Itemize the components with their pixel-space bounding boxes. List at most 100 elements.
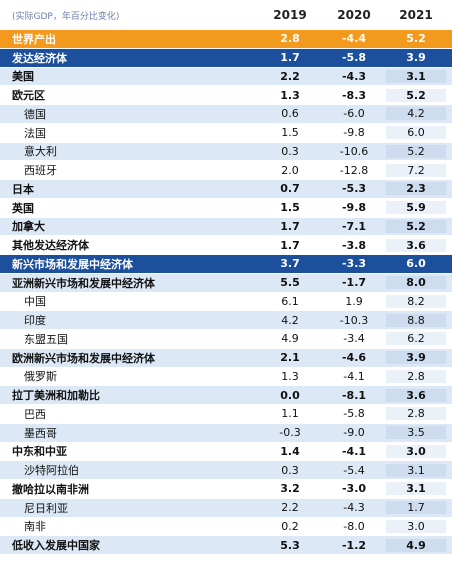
cell-value: 5.2 bbox=[386, 219, 446, 233]
cell-value: -7.1 bbox=[341, 219, 367, 233]
row-label: 中东和中亚 bbox=[12, 445, 67, 459]
cell-value: -4.1 bbox=[341, 444, 367, 458]
row-label: 欧元区 bbox=[12, 89, 45, 103]
cell-value: 1.7 bbox=[280, 51, 300, 65]
table-row: 中东和中亚 1.4 -4.1 3.0 bbox=[0, 442, 452, 462]
cell-value: -3.4 bbox=[343, 332, 365, 346]
table-row: 发达经济体 1.7 -5.8 3.9 bbox=[0, 48, 452, 68]
table-body: 世界产出 2.8 -4.4 5.2 发达经济体 1.7 -5.8 3.9 美国 2.2 -4.3 3.… bbox=[0, 30, 452, 555]
cell-value: -8.0 bbox=[343, 519, 365, 533]
cell-value: -1.7 bbox=[341, 276, 367, 290]
cell-value: 3.0 bbox=[386, 444, 446, 458]
table-row: 其他发达经济体 1.7 -3.8 3.6 bbox=[0, 236, 452, 255]
column-header: 2020 bbox=[337, 8, 371, 22]
table-row: 美国 2.2 -4.3 3.1 bbox=[0, 67, 452, 87]
header-row: (实际GDP，年百分比变化) 2019 2020 2021 bbox=[0, 0, 452, 30]
cell-value: -12.8 bbox=[339, 163, 369, 177]
cell-value: 2.2 bbox=[280, 69, 300, 83]
cell-value: 1.7 bbox=[280, 238, 300, 252]
table-row: 撤哈拉以南非洲 3.2 -3.0 3.1 bbox=[0, 480, 452, 499]
row-label: 沙特阿拉伯 bbox=[24, 464, 79, 478]
row-label: 欧洲新兴市场和发展中经济体 bbox=[12, 351, 155, 365]
table-row: 欧元区 1.3 -8.3 5.2 bbox=[0, 86, 452, 105]
cell-value: 1.5 bbox=[281, 126, 299, 140]
cell-value: 3.1 bbox=[386, 482, 446, 496]
cell-value: 7.2 bbox=[386, 163, 446, 177]
table-row: 南非 0.2 -8.0 3.0 bbox=[0, 517, 452, 537]
cell-value: 0.2 bbox=[281, 519, 299, 533]
cell-value: -0.3 bbox=[279, 426, 301, 440]
cell-value: -4.1 bbox=[343, 369, 365, 383]
cell-value: -5.3 bbox=[341, 182, 367, 196]
cell-value: 5.2 bbox=[386, 88, 446, 102]
cell-value: -10.6 bbox=[339, 144, 369, 158]
cell-value: 1.4 bbox=[280, 444, 300, 458]
cell-value: 0.3 bbox=[281, 144, 299, 158]
cell-value: 5.9 bbox=[386, 201, 446, 215]
cell-value: -4.3 bbox=[341, 69, 367, 83]
table-row: 沙特阿拉伯 0.3 -5.4 3.1 bbox=[0, 461, 452, 480]
cell-value: -4.3 bbox=[343, 501, 365, 515]
table-row: 加拿大 1.7 -7.1 5.2 bbox=[0, 217, 452, 237]
table-row: 英国 1.5 -9.8 5.9 bbox=[0, 198, 452, 218]
row-label: 亚洲新兴市场和发展中经济体 bbox=[12, 276, 155, 290]
cell-value: 6.1 bbox=[281, 294, 299, 308]
cell-value: -3.3 bbox=[341, 257, 367, 271]
cell-value: 4.9 bbox=[386, 538, 446, 552]
cell-value: -10.3 bbox=[339, 313, 369, 327]
cell-value: 4.9 bbox=[281, 332, 299, 346]
cell-value: 5.2 bbox=[386, 144, 446, 158]
cell-value: 5.2 bbox=[406, 32, 426, 46]
cell-value: 2.8 bbox=[386, 369, 446, 383]
cell-value: -9.8 bbox=[343, 126, 365, 140]
cell-value: -5.8 bbox=[341, 51, 367, 65]
cell-value: -4.6 bbox=[341, 351, 367, 365]
cell-value: 1.3 bbox=[281, 369, 299, 383]
cell-value: -9.0 bbox=[343, 426, 365, 440]
cell-value: 3.2 bbox=[280, 482, 300, 496]
cell-value: 3.6 bbox=[386, 238, 446, 252]
table-row: 法国 1.5 -9.8 6.0 bbox=[0, 123, 452, 143]
cell-value: 4.2 bbox=[386, 107, 446, 121]
row-label: 其他发达经济体 bbox=[12, 239, 89, 253]
cell-value: 8.2 bbox=[386, 294, 446, 308]
cell-value: -6.0 bbox=[343, 107, 365, 121]
cell-value: 0.7 bbox=[280, 182, 300, 196]
cell-value: -4.4 bbox=[341, 32, 367, 46]
cell-value: 6.0 bbox=[386, 126, 446, 140]
cell-value: 3.0 bbox=[386, 519, 446, 533]
row-label: 拉丁美洲和加勒比 bbox=[12, 389, 100, 403]
row-label: 低收入发展中国家 bbox=[12, 539, 100, 553]
table-row: 意大利 0.3 -10.6 5.2 bbox=[0, 142, 452, 162]
cell-value: 4.2 bbox=[281, 313, 299, 327]
cell-value: -5.8 bbox=[343, 407, 365, 421]
row-label: 日本 bbox=[12, 182, 34, 196]
cell-value: -1.2 bbox=[341, 538, 367, 552]
cell-value: -5.4 bbox=[343, 463, 365, 477]
cell-value: -9.8 bbox=[341, 201, 367, 215]
row-label: 新兴市场和发展中经济体 bbox=[12, 257, 133, 271]
table-row: 日本 0.7 -5.3 2.3 bbox=[0, 180, 452, 199]
row-label: 印度 bbox=[24, 314, 46, 328]
cell-value: 1.9 bbox=[345, 294, 363, 308]
cell-value: 0.3 bbox=[281, 463, 299, 477]
cell-value: 5.5 bbox=[280, 276, 300, 290]
row-label: 美国 bbox=[12, 70, 34, 84]
row-label: 撤哈拉以南非洲 bbox=[12, 482, 89, 496]
cell-value: 3.1 bbox=[386, 463, 446, 477]
cell-value: 1.3 bbox=[280, 88, 300, 102]
cell-value: 2.0 bbox=[281, 163, 299, 177]
row-label: 德国 bbox=[24, 107, 46, 121]
cell-value: 0.6 bbox=[281, 107, 299, 121]
cell-value: 1.5 bbox=[280, 201, 300, 215]
cell-value: 3.9 bbox=[386, 351, 446, 365]
cell-value: 6.2 bbox=[386, 332, 446, 346]
row-label: 加拿大 bbox=[12, 220, 45, 234]
row-label: 世界产出 bbox=[12, 32, 56, 46]
row-label: 西班牙 bbox=[24, 164, 57, 178]
table-row: 亚洲新兴市场和发展中经济体 5.5 -1.7 8.0 bbox=[0, 273, 452, 293]
cell-value: 2.3 bbox=[386, 182, 446, 196]
table-row: 新兴市场和发展中经济体 3.7 -3.3 6.0 bbox=[0, 255, 452, 274]
cell-value: 3.1 bbox=[386, 69, 446, 83]
